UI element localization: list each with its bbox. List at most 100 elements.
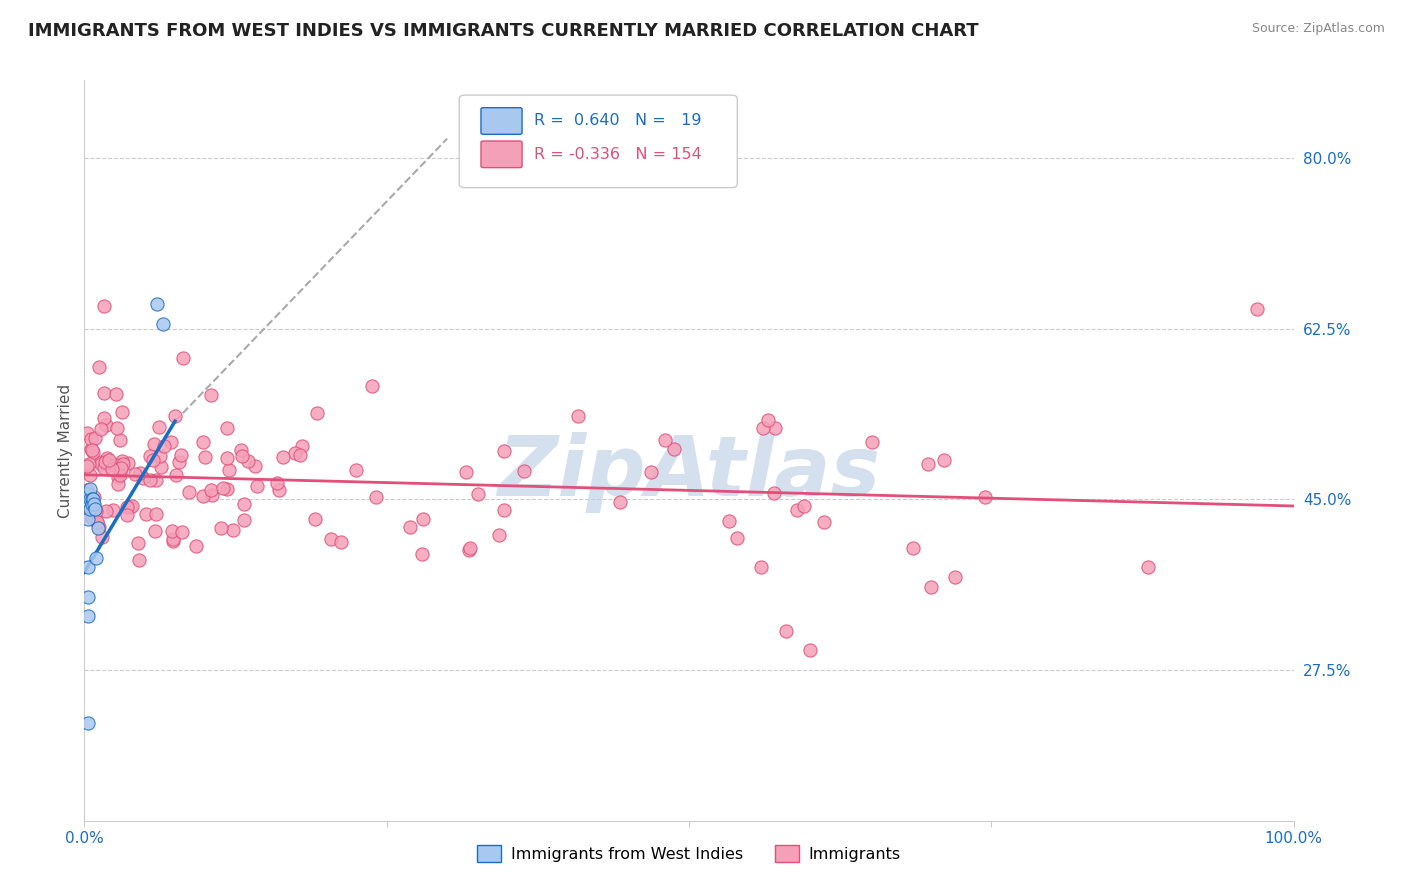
Point bbox=[330, 534, 353, 549]
Point bbox=[364, 490, 387, 504]
Point bbox=[974, 491, 997, 505]
Point bbox=[76, 508, 98, 523]
Point bbox=[80, 497, 103, 511]
Point bbox=[167, 455, 190, 469]
Point bbox=[76, 425, 98, 440]
Point bbox=[194, 450, 217, 464]
Point bbox=[304, 512, 326, 526]
Point bbox=[231, 450, 253, 464]
Point bbox=[135, 507, 157, 521]
Y-axis label: Currently Married: Currently Married bbox=[58, 384, 73, 517]
Point bbox=[215, 482, 238, 496]
Point bbox=[215, 450, 238, 465]
Point bbox=[211, 481, 233, 495]
Point bbox=[233, 513, 256, 527]
Point bbox=[775, 624, 797, 638]
Point bbox=[94, 504, 117, 518]
Point bbox=[860, 434, 883, 449]
Text: ZipAtlas: ZipAtlas bbox=[498, 432, 880, 513]
Point bbox=[149, 459, 172, 474]
Point bbox=[111, 453, 134, 467]
Point bbox=[110, 433, 132, 447]
Text: IMMIGRANTS FROM WEST INDIES VS IMMIGRANTS CURRENTLY MARRIED CORRELATION CHART: IMMIGRANTS FROM WEST INDIES VS IMMIGRANT… bbox=[28, 22, 979, 40]
Point bbox=[117, 508, 139, 522]
Point bbox=[664, 442, 686, 457]
Point bbox=[399, 519, 422, 533]
Point bbox=[236, 454, 259, 468]
Legend: Immigrants from West Indies, Immigrants: Immigrants from West Indies, Immigrants bbox=[471, 838, 907, 868]
Point bbox=[80, 442, 103, 457]
Point bbox=[96, 450, 118, 465]
Point bbox=[162, 532, 184, 546]
Point bbox=[609, 494, 631, 508]
Point bbox=[129, 467, 152, 481]
Point bbox=[77, 590, 100, 604]
Point bbox=[291, 439, 314, 453]
Point bbox=[86, 515, 108, 529]
Point bbox=[90, 422, 112, 436]
Point bbox=[222, 523, 245, 537]
Point bbox=[107, 477, 129, 491]
Point bbox=[112, 457, 135, 471]
Point bbox=[917, 457, 939, 471]
Point bbox=[172, 524, 194, 539]
Text: Source: ZipAtlas.com: Source: ZipAtlas.com bbox=[1251, 22, 1385, 36]
Point bbox=[284, 446, 307, 460]
Point bbox=[132, 471, 155, 485]
Point bbox=[513, 465, 536, 479]
Point bbox=[121, 499, 143, 513]
Point bbox=[77, 511, 100, 525]
Point bbox=[145, 473, 167, 487]
Point bbox=[799, 643, 821, 657]
Point bbox=[243, 459, 266, 474]
Point bbox=[76, 458, 98, 473]
Point bbox=[80, 492, 103, 507]
Point bbox=[488, 528, 510, 542]
Point bbox=[146, 297, 169, 311]
Point bbox=[86, 521, 108, 535]
Point bbox=[111, 405, 134, 419]
Point bbox=[124, 467, 146, 481]
Point bbox=[411, 547, 433, 561]
Point bbox=[86, 515, 108, 529]
Point bbox=[266, 476, 288, 491]
Point bbox=[77, 508, 100, 522]
Point bbox=[105, 387, 128, 401]
Point bbox=[191, 434, 214, 449]
Point bbox=[1246, 302, 1268, 317]
Point bbox=[107, 470, 129, 484]
Point bbox=[1137, 560, 1160, 574]
Point bbox=[467, 487, 489, 501]
Point bbox=[163, 409, 186, 423]
Point bbox=[117, 456, 139, 470]
Point bbox=[218, 463, 240, 477]
Point bbox=[93, 411, 115, 425]
Point bbox=[104, 458, 127, 473]
Point bbox=[79, 483, 101, 497]
FancyBboxPatch shape bbox=[481, 141, 522, 168]
Point bbox=[110, 468, 132, 483]
Text: R =  0.640   N =   19: R = 0.640 N = 19 bbox=[534, 113, 702, 128]
Point bbox=[160, 435, 183, 450]
Point bbox=[90, 455, 112, 469]
Point bbox=[127, 535, 149, 549]
Point bbox=[77, 487, 100, 501]
Point bbox=[82, 445, 104, 459]
Point bbox=[94, 418, 117, 433]
Point bbox=[79, 467, 101, 482]
Point bbox=[83, 497, 105, 511]
Point bbox=[108, 464, 131, 478]
Point bbox=[87, 520, 110, 534]
Point bbox=[90, 457, 112, 471]
Point bbox=[80, 501, 103, 516]
Point bbox=[108, 458, 131, 472]
Point bbox=[640, 465, 662, 479]
Point bbox=[149, 449, 172, 463]
Point bbox=[762, 486, 785, 500]
Point bbox=[110, 461, 132, 475]
FancyBboxPatch shape bbox=[481, 108, 522, 135]
Point bbox=[200, 483, 222, 497]
Point bbox=[82, 492, 104, 507]
Point bbox=[454, 465, 477, 479]
Point bbox=[717, 515, 740, 529]
